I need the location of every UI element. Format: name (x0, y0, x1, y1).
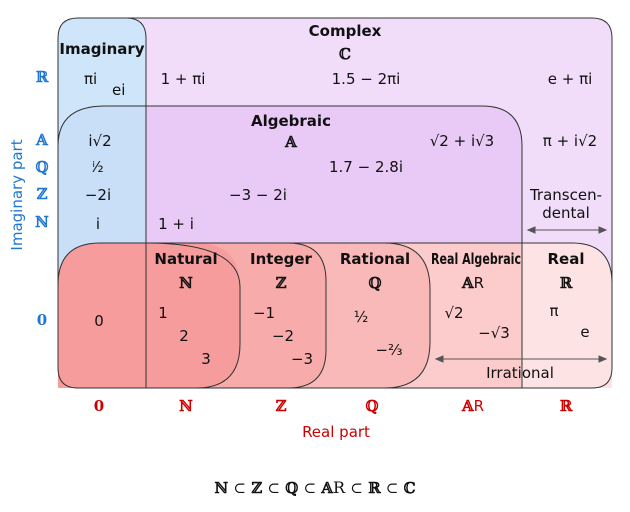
inclusion-chain: ℕ ⊂ ℤ ⊂ ℚ ⊂ 𝔸R ⊂ ℝ ⊂ ℂ (214, 478, 415, 497)
example-pi-i: πi (84, 70, 97, 88)
imag-tick-zero: 0 (37, 311, 47, 329)
real-tick-real-algebraic: 𝔸R (461, 397, 484, 415)
real-algebraic-symbol: 𝔸R (461, 274, 484, 292)
example-zero: 0 (94, 312, 104, 330)
rational-title: Rational (340, 250, 410, 268)
chain-subset-3: ⊂ (304, 479, 317, 497)
real-tick-natural: ℕ (179, 397, 193, 415)
example-three: 3 (201, 350, 211, 368)
example-i-sqrt2: i√2 (88, 132, 111, 150)
chain-integer: ℤ (251, 479, 262, 497)
algebraic-symbol: 𝔸 (284, 133, 298, 151)
imag-tick-real: ℝ (36, 68, 50, 86)
chain-rational: ℚ (285, 479, 298, 497)
example-minus2: −2 (272, 327, 294, 345)
chain-real-algebraic-sub: R (333, 478, 346, 497)
imag-tick-algebraic: 𝔸 (35, 131, 49, 149)
real-title: Real (548, 250, 585, 268)
example-e-plus-pi-i: e + πi (548, 70, 593, 88)
imaginary-axis-label: Imaginary part (8, 139, 26, 250)
example-i-half: ⁱ⁄₂ (92, 158, 104, 176)
complex-title: Complex (309, 22, 382, 40)
transcendental-label-2: dental (542, 204, 590, 222)
example-e: e (580, 323, 589, 341)
complex-symbol: ℂ (339, 45, 351, 63)
example-minus-two-thirds: −²⁄₃ (375, 341, 402, 359)
real-tick-real: ℝ (560, 397, 574, 415)
algebraic-title: Algebraic (251, 112, 331, 130)
example-one: 1 (158, 304, 168, 322)
integer-title: Integer (250, 250, 313, 268)
integer-symbol: ℤ (276, 274, 287, 292)
real-symbol: ℝ (560, 274, 574, 292)
transcendental-label-1: Transcen- (529, 186, 602, 204)
irrational-label: Irrational (486, 364, 554, 382)
chain-natural: ℕ (214, 479, 228, 497)
example-i: i (96, 215, 100, 233)
example-1-plus-pi-i: 1 + πi (161, 70, 206, 88)
example-minus-sqrt3: −√3 (478, 324, 510, 342)
real-tick-zero: 0 (94, 397, 104, 415)
imag-tick-integer: ℤ (37, 185, 48, 203)
example-two: 2 (179, 327, 189, 345)
imag-tick-rational: ℚ (35, 158, 48, 176)
example-1-7-minus-2-8i: 1.7 − 2.8i (329, 158, 403, 176)
chain-real: ℝ (368, 479, 382, 497)
chain-complex: ℂ (404, 479, 416, 497)
real-tick-integer: ℤ (276, 397, 287, 415)
example-minus1: −1 (253, 304, 275, 322)
example-minus-3-minus-2i: −3 − 2i (229, 186, 287, 204)
chain-subset-5: ⊂ (386, 479, 399, 497)
chain-subset-1: ⊂ (233, 479, 246, 497)
example-pi-plus-i-sqrt2: π + i√2 (543, 132, 597, 150)
example-1-5-minus-2pi-i: 1.5 − 2πi (332, 70, 401, 88)
imaginary-title: Imaginary (59, 40, 144, 58)
example-half: ½ (354, 308, 369, 326)
natural-title: Natural (154, 250, 217, 268)
example-sqrt2: √2 (444, 304, 463, 322)
chain-subset-2: ⊂ (267, 479, 280, 497)
natural-symbol: ℕ (179, 274, 193, 292)
example-1-plus-i: 1 + i (158, 215, 194, 233)
real-axis-label: Real part (302, 423, 370, 441)
real-algebraic-title: Real Algebraic (431, 250, 521, 268)
example-minus-2i: −2i (85, 186, 111, 204)
example-pi: π (549, 302, 558, 320)
imag-tick-natural: ℕ (35, 213, 49, 231)
example-e-i: ei (112, 81, 125, 99)
example-minus3: −3 (291, 350, 313, 368)
rational-symbol: ℚ (368, 274, 381, 292)
chain-subset-4: ⊂ (350, 479, 363, 497)
example-sqrt2-plus-i-sqrt3: √2 + i√3 (430, 132, 494, 150)
real-tick-rational: ℚ (365, 397, 378, 415)
